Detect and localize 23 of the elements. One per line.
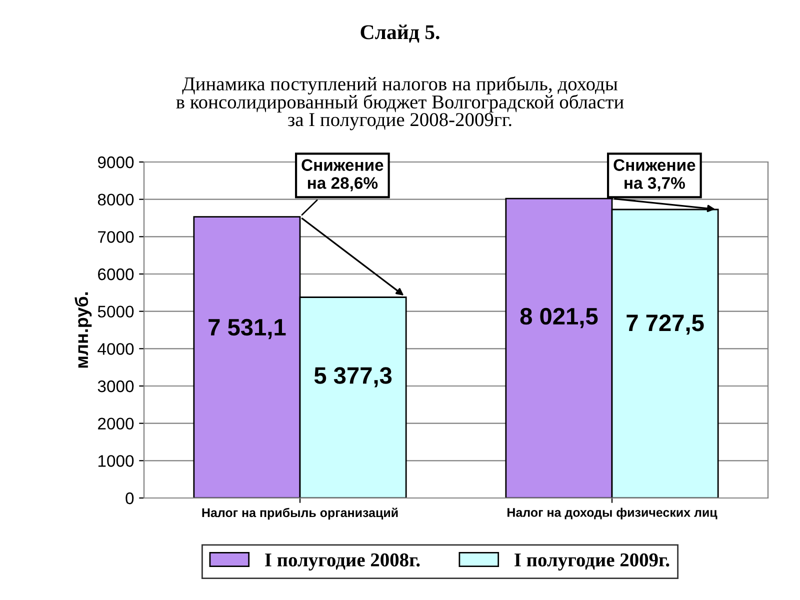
x-tick-label: Налог на доходы физических лиц	[508, 508, 718, 520]
y-axis-title: млн.руб.	[74, 292, 92, 368]
y-tick-label: 1000	[98, 455, 134, 467]
legend-label: I полугодие 2009г.	[514, 553, 670, 570]
y-tick-label: 7000	[98, 231, 134, 243]
annotation: Снижение на 28,6%	[302, 159, 384, 192]
y-tick-label: 8000	[98, 194, 134, 206]
y-tick-label: 4000	[98, 343, 134, 355]
y-tick-label: 6000	[98, 268, 134, 280]
y-tick-label: 5000	[98, 306, 134, 318]
data-label: 5 377,3	[314, 367, 392, 388]
data-label: 8 021,5	[520, 308, 598, 328]
y-tick-label: 3000	[98, 380, 134, 392]
annotation: Снижение на 3,7%	[614, 159, 696, 192]
chart-title: Слайд 5.	[360, 24, 440, 43]
data-label: 7 727,5	[626, 314, 704, 335]
y-tick-label: 0	[126, 492, 134, 504]
chart-subtitle: Динамика поступлений налогов на прибыль, доходы в консолидированный бюджет Волгоградской области за I полугодие 2008-2009гг.	[176, 76, 624, 130]
legend-label: I полугодие 2008г.	[265, 553, 420, 570]
x-tick-label: Налог на прибыль организаций	[202, 508, 398, 520]
y-tick-label: 2000	[98, 418, 134, 430]
data-label: 7 531,1	[208, 318, 286, 340]
y-tick-label: 9000	[98, 156, 134, 168]
